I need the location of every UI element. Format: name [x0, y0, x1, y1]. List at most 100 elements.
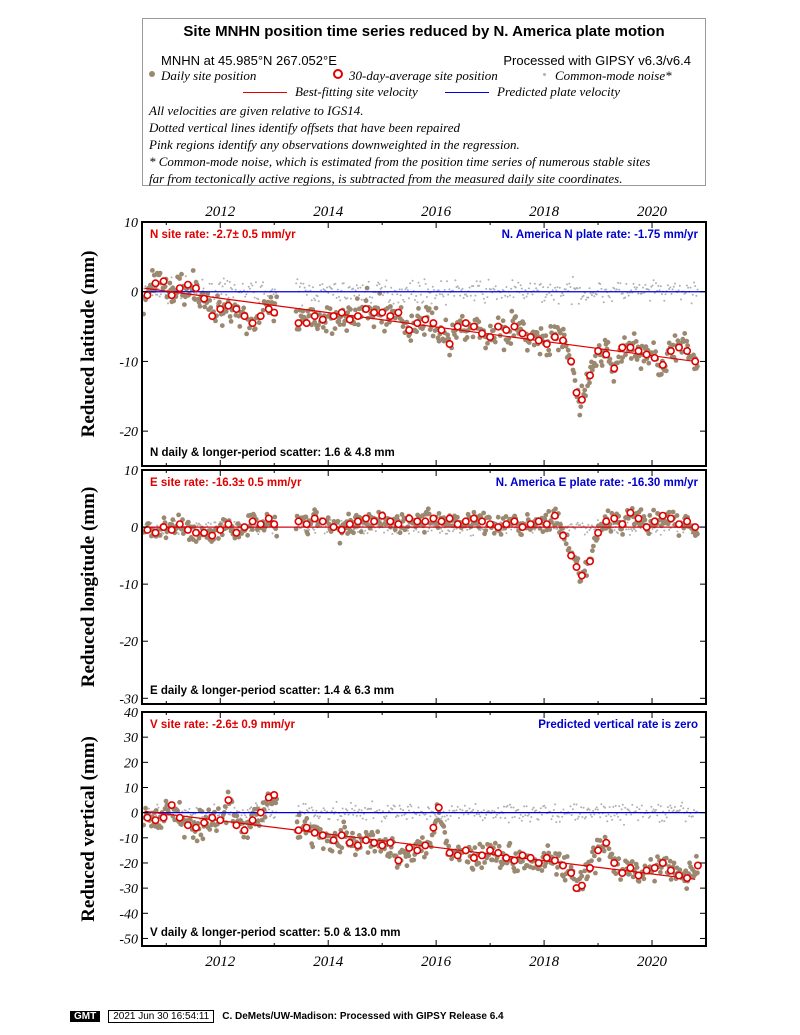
daily-point — [329, 848, 335, 854]
common-mode-point — [684, 291, 687, 294]
daily-point — [443, 317, 449, 323]
avg-point — [224, 520, 233, 529]
avg-point — [510, 856, 519, 865]
common-mode-point — [184, 275, 187, 278]
plot-area — [142, 268, 706, 418]
common-mode-point — [473, 814, 476, 817]
daily-point — [670, 509, 676, 515]
avg-point — [175, 520, 184, 529]
common-mode-point — [613, 814, 616, 817]
common-mode-point — [664, 813, 667, 816]
avg-point — [200, 294, 209, 303]
common-mode-point — [453, 294, 456, 297]
daily-point — [399, 512, 405, 517]
daily-point — [572, 378, 578, 383]
common-mode-point — [586, 531, 589, 534]
site-rate-label: N site rate: -2.7± 0.5 mm/yr — [150, 229, 296, 241]
avg-point — [248, 517, 257, 526]
legend-common-mode: Common-mode noise* — [555, 68, 672, 83]
common-mode-point — [365, 818, 368, 821]
daily-point — [262, 814, 268, 820]
daily-point — [630, 874, 636, 880]
daily-point — [185, 519, 191, 525]
common-mode-point — [678, 809, 681, 812]
common-mode-point — [459, 531, 462, 534]
daily-point — [553, 506, 558, 512]
avg-point — [577, 881, 586, 890]
daily-point — [200, 836, 206, 842]
daily-point — [480, 844, 486, 850]
avg-point — [353, 517, 362, 526]
common-mode-point — [400, 288, 403, 291]
daily-point — [182, 302, 187, 307]
common-mode-point — [524, 814, 527, 817]
avg-point — [200, 818, 209, 827]
common-mode-point — [181, 810, 184, 813]
avg-point — [143, 291, 152, 300]
common-mode-point — [412, 529, 415, 532]
y-tick-label: -40 — [119, 907, 138, 922]
daily-point — [593, 363, 599, 368]
common-mode-point — [218, 814, 221, 817]
plot-frame — [141, 711, 707, 947]
common-mode-point — [659, 533, 662, 536]
common-mode-point — [562, 808, 565, 811]
common-mode-point — [509, 803, 511, 806]
common-mode-point — [213, 803, 216, 806]
avg-point — [634, 871, 643, 880]
daily-point — [568, 864, 574, 870]
daily-point — [627, 871, 632, 877]
common-mode-point — [253, 296, 256, 299]
common-mode-point — [446, 532, 448, 535]
common-mode-point — [311, 286, 314, 289]
common-mode-point — [624, 806, 627, 809]
daily-point — [337, 540, 343, 546]
panel-N: 10 0 -10 -20 Reduced latitude (mm) N site rat… — [78, 204, 707, 467]
common-mode-point — [441, 293, 444, 296]
avg-point — [650, 517, 659, 526]
daily-point — [378, 848, 384, 854]
common-mode-point — [589, 813, 592, 816]
daily-point — [445, 332, 451, 338]
common-mode-point — [589, 527, 592, 530]
daily-point — [592, 853, 597, 859]
avg-point — [486, 520, 495, 529]
daily-point — [161, 515, 167, 521]
common-mode-point — [332, 293, 335, 296]
daily-point — [325, 515, 331, 521]
common-mode-point — [670, 292, 673, 295]
common-mode-point — [631, 803, 634, 806]
daily-point — [202, 304, 208, 310]
y-tick-label: 0 — [131, 286, 138, 301]
daily-point — [436, 338, 442, 344]
common-mode-point — [614, 804, 617, 807]
common-mode-point — [685, 810, 688, 813]
daily-point — [519, 532, 524, 538]
daily-point — [605, 339, 611, 345]
common-mode-point — [392, 302, 395, 305]
avg-point — [510, 322, 519, 331]
daily-point — [609, 851, 615, 857]
avg-point — [577, 395, 586, 404]
common-mode-point — [254, 802, 257, 805]
avg-point — [626, 863, 635, 872]
daily-point — [337, 849, 343, 855]
daily-marker-icon — [149, 71, 155, 77]
common-mode-point — [658, 820, 661, 823]
common-mode-point — [417, 806, 420, 809]
daily-point — [344, 830, 350, 836]
common-mode-point — [493, 810, 496, 813]
avg-point — [318, 517, 327, 526]
common-mode-point — [592, 291, 595, 294]
common-mode-point — [655, 530, 657, 533]
daily-point — [563, 343, 569, 349]
daily-point — [379, 319, 384, 325]
common-mode-point — [452, 530, 454, 533]
daily-point — [193, 539, 199, 544]
daily-point — [320, 846, 326, 852]
common-mode-point — [655, 808, 657, 811]
avg-point — [337, 525, 346, 534]
avg-point — [518, 329, 527, 338]
common-mode-point — [547, 286, 549, 289]
common-mode-point — [257, 298, 260, 301]
